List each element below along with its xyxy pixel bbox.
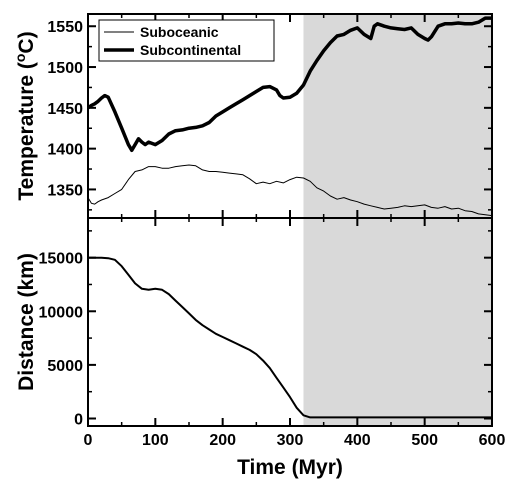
time-xtick-label: 400 [344,432,371,449]
distance-panel: 0 5000 10000 15000 0 100 200 300 400 500 600 Dista… [15,217,506,479]
legend-label-subcontinental: Subcontinental [140,42,241,58]
legend-label-suboceanic: Suboceanic [140,24,219,40]
top-series-line-subcontinental [86,16,492,153]
top-ytick-label: 1500 [47,60,83,77]
shaded-region-top [303,14,492,218]
top-ytick-label: 1550 [47,19,83,36]
temperature-axis-label: Temperature (oC) [12,31,38,200]
time-xtick-label: 500 [411,432,438,449]
top-ytick-label: 1450 [47,101,83,118]
time-xtick-label: 200 [209,432,236,449]
distance-axis-label: Distance (km) [15,253,38,391]
bottom-ytick-label: 5000 [47,358,83,375]
temperature-series [86,16,493,217]
temperature-axis-label-main: Temperature ( [15,62,38,200]
bottom-ytick-label: 0 [74,411,83,428]
temperature-ticks: 1350 1400 1450 1500 1550 [47,14,493,218]
temperature-panel: 1350 1400 1450 1500 1550 Suboceanic Subconti… [12,13,493,219]
distance-plot-frame [87,217,493,427]
temperature-axis-label-unit: C) [15,31,38,53]
legend: Suboceanic Subcontinental [98,19,275,62]
time-xtick-label: 100 [142,432,169,449]
temperature-axis-label-degree: o [12,54,28,63]
shaded-region-bottom [303,218,492,426]
time-axis-label: Time (Myr) [237,456,343,479]
bottom-ytick-label: 10000 [39,304,84,321]
legend-box [98,19,275,62]
bottom-series-line-0 [88,256,492,419]
time-xtick-label: 300 [277,432,304,449]
top-series-line-suboceanic [87,164,493,217]
bottom-ytick-label: 15000 [39,251,84,268]
time-xtick-label: 600 [479,432,506,449]
time-xtick-label: 0 [84,432,93,449]
distance-series [88,256,492,419]
top-ytick-label: 1400 [47,142,83,159]
top-ytick-label: 1350 [47,182,83,199]
